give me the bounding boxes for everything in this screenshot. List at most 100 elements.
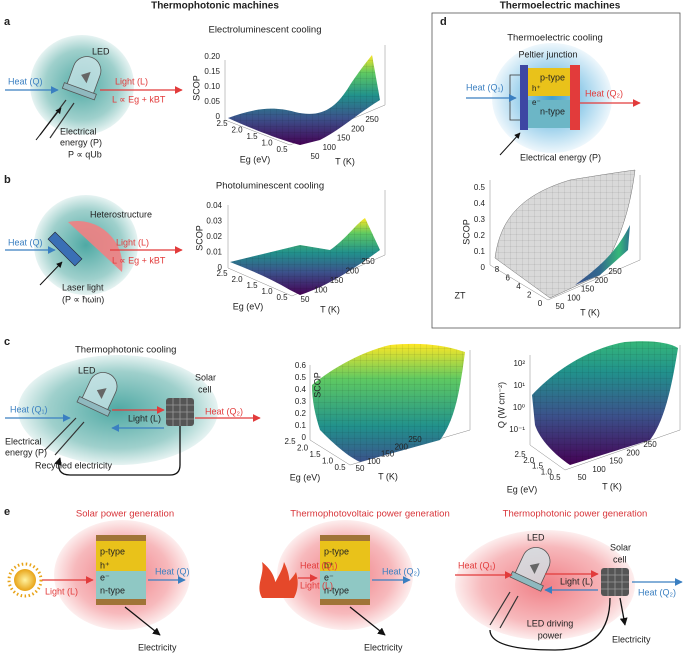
label: h⁺ bbox=[100, 560, 110, 570]
panel-label: b bbox=[4, 174, 11, 186]
axes bbox=[529, 345, 681, 471]
y-tick-label: 150 bbox=[381, 450, 395, 459]
x-tick-label: 8 bbox=[495, 265, 500, 274]
z-tick-label: 0.05 bbox=[204, 97, 220, 106]
z-tick-label: 0 bbox=[218, 263, 223, 272]
panel-box bbox=[431, 12, 681, 329]
label: Electrical energy (P) bbox=[520, 152, 601, 162]
z-tick-label: 0.01 bbox=[206, 248, 222, 257]
z-tick-label: 0 bbox=[216, 112, 221, 121]
x-tick-label: 0.5 bbox=[549, 473, 561, 482]
panel-title: Photoluminescent cooling bbox=[216, 181, 324, 192]
label: Light (L) bbox=[300, 580, 333, 590]
label: e⁻ bbox=[324, 572, 334, 582]
x-tick-label: 1.5 bbox=[309, 450, 321, 459]
label: Heat (Q₂) bbox=[205, 406, 243, 416]
z-tick-label: 10⁰ bbox=[513, 403, 525, 412]
y-axis-label: T (K) bbox=[602, 481, 622, 491]
label: Light (L) bbox=[115, 76, 148, 86]
x-tick-label: 2 bbox=[527, 291, 532, 300]
label: Recycled electricity bbox=[35, 460, 113, 470]
axes bbox=[489, 175, 641, 301]
label: L ∝ Eg + kBT bbox=[112, 255, 166, 265]
label: P ∝ qUb bbox=[68, 149, 102, 159]
y-axis-label: T (K) bbox=[580, 307, 600, 317]
x-tick-label: 1.5 bbox=[246, 132, 258, 141]
n-leg bbox=[528, 100, 570, 128]
header: Thermoelectric machines bbox=[500, 1, 621, 12]
y-tick-label: 100 bbox=[323, 143, 337, 152]
lead bbox=[489, 591, 519, 629]
recycle-wire bbox=[54, 426, 181, 476]
y-tick-label: 200 bbox=[595, 276, 609, 285]
panel-title: Thermophotovoltaic power generation bbox=[290, 509, 449, 520]
label: h⁺ bbox=[324, 560, 334, 570]
label: Heat (Q₂) bbox=[585, 88, 623, 98]
y-tick-label: 50 bbox=[356, 464, 365, 473]
label: Heat (Q₁) bbox=[458, 560, 496, 570]
cell-stack bbox=[96, 535, 370, 605]
surface-colored bbox=[575, 225, 630, 285]
label: n-type bbox=[100, 585, 125, 595]
label: (P ∝ ħωin) bbox=[62, 294, 104, 304]
label: power bbox=[538, 630, 563, 640]
y-tick-label: 200 bbox=[346, 267, 360, 276]
label: Heterostructure bbox=[90, 209, 152, 219]
z-tick-label: 0 bbox=[302, 433, 307, 442]
arrow bbox=[349, 606, 386, 636]
y-tick-label: 100 bbox=[567, 293, 581, 302]
x-tick-label: 2.0 bbox=[231, 126, 243, 135]
panel-title: Thermoelectric cooling bbox=[507, 33, 603, 44]
z-axis-label: SCOP bbox=[194, 225, 204, 251]
label: LED bbox=[92, 46, 110, 56]
z-tick-label: 0.03 bbox=[206, 217, 222, 226]
x-tick-label: 1.0 bbox=[322, 457, 334, 466]
label: Heat (Q₂) bbox=[638, 587, 676, 597]
y-tick-label: 250 bbox=[608, 267, 622, 276]
z-axis-label: SCOP bbox=[191, 75, 201, 101]
label: Light (L) bbox=[560, 576, 593, 586]
lead bbox=[44, 417, 85, 456]
label: e⁻ bbox=[532, 98, 541, 107]
label: cell bbox=[198, 384, 212, 394]
y-tick-label: 50 bbox=[301, 295, 310, 304]
cell-icon bbox=[600, 567, 630, 597]
y-tick-label: 200 bbox=[351, 124, 365, 133]
label: cell bbox=[613, 554, 627, 564]
x-tick-label: 4 bbox=[516, 282, 521, 291]
y-axis-label: T (K) bbox=[335, 156, 355, 166]
y-tick-label: 50 bbox=[311, 152, 320, 161]
panel-title: Solar power generation bbox=[76, 509, 174, 520]
label: e⁻ bbox=[100, 572, 110, 582]
x-tick-label: 1.0 bbox=[541, 467, 553, 476]
panel-title: Thermophotonic cooling bbox=[75, 345, 176, 356]
panel-title: Thermophotonic power generation bbox=[503, 509, 648, 520]
z-tick-label: 0.1 bbox=[295, 421, 307, 430]
x-tick-label: 0.5 bbox=[334, 463, 346, 472]
z-tick-label: 10² bbox=[513, 359, 525, 368]
label: Light (L) bbox=[128, 413, 161, 423]
x-tick-label: 2.5 bbox=[284, 437, 296, 446]
z-tick-label: 0.6 bbox=[295, 361, 307, 370]
surface-mesh bbox=[532, 341, 678, 465]
label: Light (L) bbox=[45, 586, 78, 596]
label: Heat (Q₁) bbox=[466, 82, 504, 92]
label: n-type bbox=[324, 585, 349, 595]
heterostructure bbox=[47, 231, 83, 267]
label: p-type bbox=[540, 72, 565, 82]
x-tick-label: 1.0 bbox=[261, 139, 273, 148]
z-tick-label: 0.4 bbox=[474, 199, 486, 208]
z-tick-label: 0.20 bbox=[204, 52, 220, 61]
label: Heat (Q₁) bbox=[300, 560, 338, 570]
p-leg bbox=[528, 68, 570, 96]
z-tick-label: 0.10 bbox=[204, 82, 220, 91]
label: Heat (Q) bbox=[8, 237, 43, 247]
axes bbox=[224, 45, 386, 146]
label: energy (P) bbox=[60, 137, 102, 147]
y-tick-label: 150 bbox=[330, 276, 344, 285]
z-tick-label: 0.15 bbox=[204, 67, 220, 76]
drive-wire bbox=[489, 597, 611, 651]
arrow bbox=[35, 107, 62, 141]
y-tick-label: 250 bbox=[361, 257, 375, 266]
halo bbox=[455, 530, 635, 640]
